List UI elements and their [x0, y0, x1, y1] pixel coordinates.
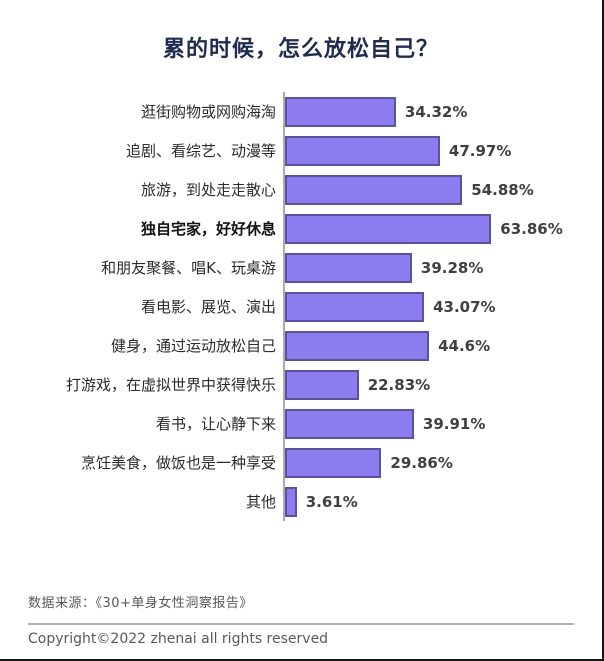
- footer-divider: [28, 623, 574, 625]
- bar-row: 健身，通过运动放松自己 44.6%: [0, 326, 602, 365]
- value-label: 63.86%: [500, 219, 563, 238]
- bar: [285, 369, 359, 400]
- bar: [285, 213, 492, 244]
- bar: [285, 252, 412, 283]
- bar-chart: 逛街购物或网购海淘 34.32% 追剧、看综艺、动漫等 47.97% 旅游，到处…: [0, 92, 602, 521]
- category-label: 逛街购物或网购海淘: [140, 103, 276, 121]
- category-label: 烹饪美食，做饭也是一种享受: [80, 454, 276, 472]
- value-label: 3.61%: [305, 492, 358, 511]
- category-label: 其他: [245, 493, 276, 511]
- value-label: 44.6%: [438, 336, 491, 355]
- category-label: 打游戏，在虚拟世界中获得快乐: [65, 376, 276, 394]
- bar-row: 追剧、看综艺、动漫等 47.97%: [0, 131, 602, 170]
- value-label: 29.86%: [390, 453, 453, 472]
- bar-row: 独自宅家，好好休息 63.86%: [0, 209, 602, 248]
- category-label: 健身，通过运动放松自己: [110, 337, 276, 355]
- value-label: 22.83%: [367, 375, 431, 394]
- bar: [285, 486, 297, 517]
- category-label: 独自宅家，好好休息: [140, 220, 276, 238]
- bar-track: 47.97%: [283, 131, 602, 170]
- bar-track: 29.86%: [283, 443, 602, 482]
- bar: [285, 291, 425, 322]
- bar-row: 烹饪美食，做饭也是一种享受 29.86%: [0, 443, 602, 482]
- bar-track: 22.83%: [283, 365, 602, 404]
- bar: [285, 96, 396, 127]
- bar-track: 39.91%: [283, 404, 602, 443]
- bar: [285, 330, 430, 361]
- bar-row: 打游戏，在虚拟世界中获得快乐 22.83%: [0, 365, 602, 404]
- chart-title: 累的时候，怎么放松自己？: [162, 37, 439, 62]
- footer: 数据来源：《30+单身女性洞察报告》 Copyright©2022 zhenai…: [28, 592, 574, 647]
- copyright-text: Copyright©2022 zhenai all rights reserve…: [28, 631, 329, 647]
- bar-track: 3.61%: [283, 482, 602, 521]
- bar: [285, 135, 440, 166]
- bar: [285, 174, 463, 205]
- value-label: 47.97%: [448, 141, 512, 160]
- value-label: 34.32%: [404, 102, 468, 121]
- bar-row: 逛街购物或网购海淘 34.32%: [0, 92, 602, 131]
- bar-row: 其他 3.61%: [0, 482, 602, 521]
- bar-track: 34.32%: [283, 92, 602, 131]
- category-label: 追剧、看综艺、动漫等: [125, 142, 276, 160]
- bar-track: 44.6%: [283, 326, 602, 365]
- category-label: 看书，让心静下来: [155, 415, 276, 433]
- bar-row: 看电影、展览、演出 43.07%: [0, 287, 602, 326]
- bar-track: 39.28%: [283, 248, 602, 287]
- value-label: 43.07%: [433, 297, 496, 316]
- bar: [285, 408, 414, 439]
- bar: [285, 447, 382, 478]
- bar-row: 和朋友聚餐、唱K、玩桌游 39.28%: [0, 248, 602, 287]
- category-label: 和朋友聚餐、唱K、玩桌游: [101, 259, 276, 277]
- category-label: 旅游，到处走走散心: [140, 181, 276, 199]
- value-label: 39.28%: [420, 258, 484, 277]
- bar-track: 43.07%: [283, 287, 602, 326]
- category-label: 看电影、展览、演出: [140, 298, 276, 316]
- value-label: 39.91%: [422, 414, 486, 433]
- bar-track: 63.86%: [283, 209, 602, 248]
- bar-row: 看书，让心静下来 39.91%: [0, 404, 602, 443]
- bar-track: 54.88%: [283, 170, 602, 209]
- bar-row: 旅游，到处走走散心 54.88%: [0, 170, 602, 209]
- value-label: 54.88%: [471, 180, 534, 199]
- data-source-note: 数据来源：《30+单身女性洞察报告》: [28, 596, 253, 611]
